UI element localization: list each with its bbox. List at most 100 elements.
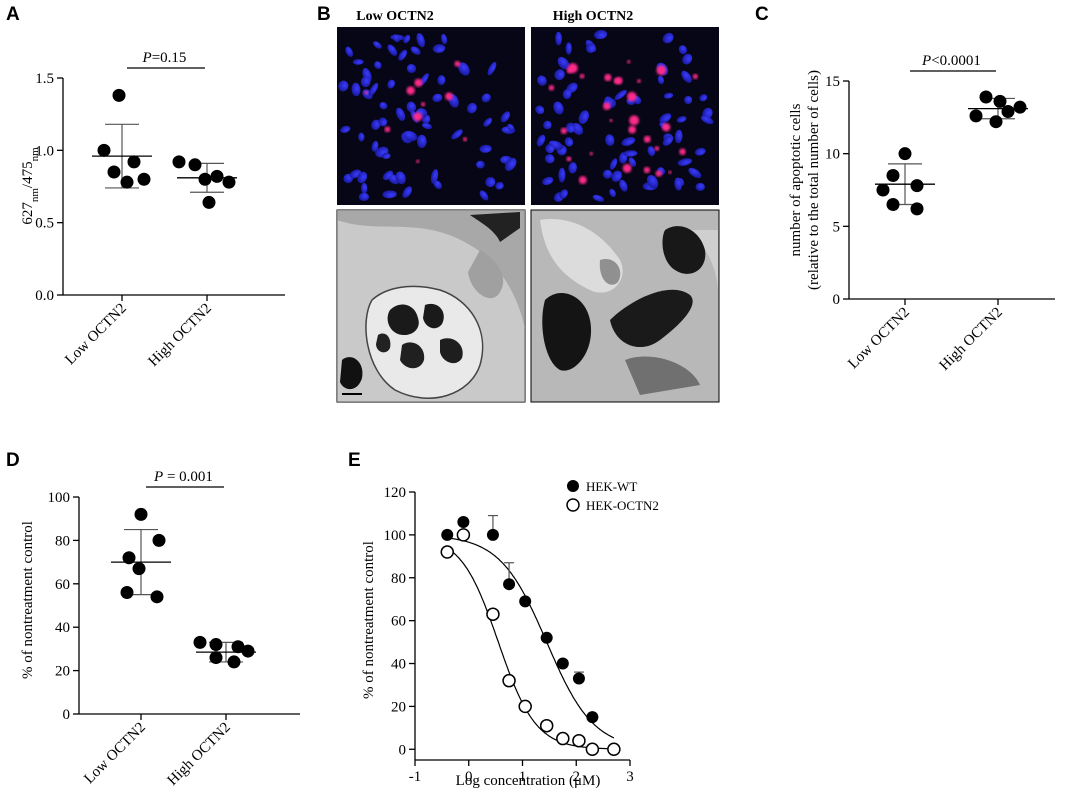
apoptotic-signal (454, 60, 461, 67)
apoptotic-signal (445, 92, 453, 101)
panel-d-p-value: P = 0.001 (153, 469, 213, 485)
nucleus (646, 175, 659, 189)
panel-d-y-tick-label: 60 (55, 577, 70, 593)
panel-c-data-point (898, 147, 912, 161)
nucleus (542, 176, 554, 186)
nucleus (360, 76, 371, 88)
nucleus (695, 182, 705, 191)
apoptotic-signal (602, 102, 611, 110)
nucleus (659, 113, 672, 124)
nucleus (476, 160, 485, 169)
panel-e-y-tick-label: 20 (391, 699, 406, 715)
nucleus (396, 107, 406, 121)
panel-d-data-point (227, 655, 241, 669)
nucleus (403, 34, 411, 44)
apoptotic-signal (560, 127, 568, 134)
panel-a-category-label: High OCTN2 (145, 301, 214, 370)
panel-e-x-tick-label: 3 (626, 769, 634, 785)
panel-c-y-tick-label: 0 (833, 292, 841, 308)
panel-e-x-tick-label: 1 (519, 769, 527, 785)
panel-a-data-point (137, 172, 151, 186)
nucleus (379, 102, 388, 110)
panel-a-data-point (127, 155, 141, 169)
nucleus (684, 95, 693, 105)
nucleus (662, 135, 674, 146)
nucleus (368, 82, 379, 96)
nucleus (345, 46, 354, 57)
panel-e-data-point-hek-wt (572, 672, 585, 685)
panel-e-y-tick-label: 40 (391, 657, 406, 673)
apoptotic-signal (579, 73, 585, 79)
apoptotic-signal (627, 91, 637, 102)
nucleus (371, 140, 379, 152)
panel-e-legend-marker (566, 498, 580, 512)
panel-e-data-point-hek-octn2 (556, 731, 570, 746)
nucleus (382, 190, 397, 199)
panel-c-data-point (969, 109, 983, 123)
panel-e-data-point-hek-octn2 (440, 545, 454, 559)
nucleus (410, 46, 421, 55)
nucleus (338, 80, 349, 92)
panel-d-y-tick-label: 20 (55, 664, 70, 680)
nucleus (382, 170, 394, 181)
panel-d-y-tick-label: 100 (48, 490, 71, 506)
nucleus (565, 122, 576, 133)
nucleus (416, 33, 425, 48)
nucleus (609, 158, 618, 170)
nucleus (619, 179, 628, 192)
apoptotic-signal (655, 170, 662, 177)
panel-c-y-tick-label: 10 (825, 147, 840, 163)
nucleus (360, 182, 368, 194)
panel-e-y-tick-label: 60 (391, 614, 406, 630)
panel-d-data-point (209, 638, 223, 652)
panel-e-data-point-hek-wt (441, 528, 454, 541)
nucleus (479, 190, 489, 201)
nucleus (432, 93, 443, 103)
apoptotic-signal (629, 115, 640, 126)
nucleus (676, 116, 687, 123)
nucleus (479, 144, 492, 153)
apoptotic-signal (416, 159, 420, 164)
nucleus (694, 147, 706, 156)
panel-c-data-point (886, 198, 900, 212)
panel-c-y-tick-label: 5 (833, 219, 841, 235)
nucleus (495, 181, 504, 190)
apoptotic-signal (662, 123, 671, 132)
nucleus (351, 82, 361, 97)
apoptotic-signal (364, 90, 368, 95)
apoptotic-signal (679, 148, 686, 155)
panel-e-data-point-hek-octn2 (539, 718, 554, 733)
panel-letter-d: D (6, 450, 20, 471)
column-label-high-octn2: High OCTN2 (553, 9, 634, 24)
panel-c-category-label: Low OCTN2 (845, 305, 913, 373)
nucleus (402, 186, 412, 198)
nucleus (406, 101, 417, 113)
nucleus (378, 117, 388, 127)
panel-letter-e: E (348, 450, 361, 471)
panel-e-data-point-hek-octn2 (518, 699, 532, 714)
nucleus (594, 29, 608, 40)
panel-a-data-point (107, 165, 121, 179)
panel-d-data-point (152, 533, 166, 547)
nucleus (437, 75, 446, 86)
em-image-high (530, 209, 720, 403)
nucleus (609, 188, 616, 198)
nucleus (682, 53, 693, 65)
panel-a-data-point (202, 195, 216, 209)
nucleus (433, 180, 442, 190)
nucleus (487, 61, 497, 76)
nucleus (430, 169, 439, 184)
panel-e-data-point-hek-wt (486, 528, 499, 541)
panel-e-x-axis-title: Log concentration (μM) (456, 773, 601, 789)
nucleus (681, 70, 692, 83)
nucleus (483, 117, 493, 127)
panel-e-legend-marker (567, 480, 579, 492)
nucleus (674, 129, 683, 144)
nucleus (565, 42, 572, 55)
panel-c-y-axis-title-line2: (relative to the total number of cells) (806, 70, 822, 290)
panel-e-data-point-hek-wt (457, 516, 470, 529)
column-label-low-octn2: Low OCTN2 (356, 9, 433, 24)
panel-c-data-point (1013, 100, 1027, 114)
panel-e-data-point-hek-octn2 (572, 733, 586, 748)
apoptotic-signal (463, 137, 468, 142)
